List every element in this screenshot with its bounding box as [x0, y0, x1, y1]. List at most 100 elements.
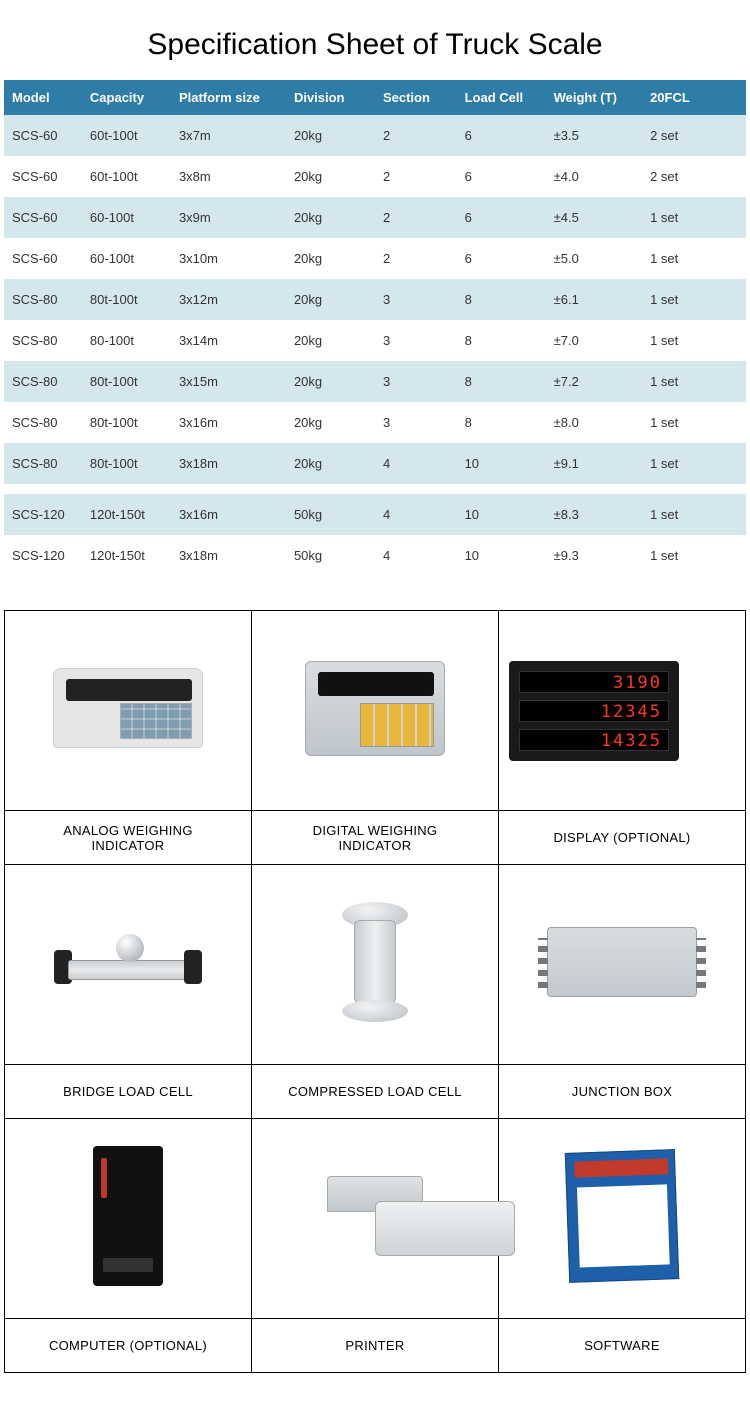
col-header: 20FCL — [642, 80, 746, 115]
table-cell: 60t-100t — [82, 115, 171, 156]
table-cell: 1 set — [642, 494, 746, 535]
component-image-cell — [252, 865, 499, 1065]
computer-icon — [93, 1146, 163, 1286]
component-image-cell — [5, 865, 252, 1065]
table-row: SCS-6060-100t3x10m20kg26±5.01 set — [4, 238, 746, 279]
component-image-cell — [252, 611, 499, 811]
table-cell: SCS-80 — [4, 361, 82, 402]
table-cell: 3x10m — [171, 238, 286, 279]
table-row: SCS-8080t-100t3x15m20kg38±7.21 set — [4, 361, 746, 402]
table-cell: 3x16m — [171, 494, 286, 535]
component-image-cell — [5, 1119, 252, 1319]
table-cell: ±9.3 — [546, 535, 642, 576]
component-label: BRIDGE LOAD CELL — [5, 1065, 252, 1119]
table-cell: 50kg — [286, 535, 375, 576]
table-cell: 3x15m — [171, 361, 286, 402]
table-cell: 3x9m — [171, 197, 286, 238]
table-cell: ±3.5 — [546, 115, 642, 156]
table-row: SCS-8080-100t3x14m20kg38±7.01 set — [4, 320, 746, 361]
table-cell: 3 — [375, 402, 457, 443]
component-label: DISPLAY (OPTIONAL) — [499, 811, 746, 865]
table-cell: SCS-120 — [4, 494, 82, 535]
table-cell: 80t-100t — [82, 361, 171, 402]
table-row: SCS-120120t-150t3x18m50kg410±9.31 set — [4, 535, 746, 576]
junction-box-icon — [547, 927, 697, 997]
table-cell: 20kg — [286, 238, 375, 279]
table-cell: 20kg — [286, 361, 375, 402]
table-cell: 2 — [375, 197, 457, 238]
table-cell: ±9.1 — [546, 443, 642, 484]
display-panel-icon: 31901234514325 — [509, 661, 679, 761]
component-label: ANALOG WEIGHINGINDICATOR — [5, 811, 252, 865]
table-cell: 6 — [457, 197, 546, 238]
table-cell: 3x18m — [171, 443, 286, 484]
table-cell: 1 set — [642, 535, 746, 576]
table-cell: 8 — [457, 361, 546, 402]
printer-icon — [305, 1176, 445, 1256]
table-cell: ±7.0 — [546, 320, 642, 361]
software-box-icon — [565, 1149, 679, 1283]
compressed-load-cell-icon — [340, 902, 410, 1022]
table-cell: 20kg — [286, 320, 375, 361]
display-value: 12345 — [519, 700, 669, 722]
component-label: SOFTWARE — [499, 1319, 746, 1373]
table-cell: 20kg — [286, 443, 375, 484]
table-cell: 8 — [457, 402, 546, 443]
spec-table: ModelCapacityPlatform sizeDivisionSectio… — [4, 80, 746, 576]
table-cell: 2 — [375, 238, 457, 279]
table-cell: 80t-100t — [82, 402, 171, 443]
table-row: SCS-6060t-100t3x8m20kg26±4.02 set — [4, 156, 746, 197]
table-cell: SCS-60 — [4, 115, 82, 156]
table-cell: 120t-150t — [82, 494, 171, 535]
digital-indicator-icon — [305, 661, 445, 756]
table-cell: ±5.0 — [546, 238, 642, 279]
bridge-load-cell-icon — [48, 932, 208, 992]
table-cell: SCS-120 — [4, 535, 82, 576]
table-cell: SCS-80 — [4, 320, 82, 361]
table-cell: 2 set — [642, 115, 746, 156]
table-row: SCS-8080t-100t3x12m20kg38±6.11 set — [4, 279, 746, 320]
table-cell: 3 — [375, 361, 457, 402]
table-cell: 1 set — [642, 402, 746, 443]
table-cell: 6 — [457, 115, 546, 156]
col-header: Weight (T) — [546, 80, 642, 115]
table-cell: 3x12m — [171, 279, 286, 320]
table-cell: 3x8m — [171, 156, 286, 197]
table-cell: 1 set — [642, 443, 746, 484]
table-cell: 3x18m — [171, 535, 286, 576]
components-grid: 31901234514325ANALOG WEIGHINGINDICATORDI… — [4, 610, 746, 1373]
display-value: 14325 — [519, 729, 669, 751]
table-cell: 3x7m — [171, 115, 286, 156]
col-header: Platform size — [171, 80, 286, 115]
table-cell: 4 — [375, 443, 457, 484]
table-cell: 3x16m — [171, 402, 286, 443]
col-header: Capacity — [82, 80, 171, 115]
table-cell: 3x14m — [171, 320, 286, 361]
component-label: JUNCTION BOX — [499, 1065, 746, 1119]
table-cell: SCS-60 — [4, 238, 82, 279]
table-header-row: ModelCapacityPlatform sizeDivisionSectio… — [4, 80, 746, 115]
table-cell: 60t-100t — [82, 156, 171, 197]
table-cell: 1 set — [642, 279, 746, 320]
table-cell: 60-100t — [82, 238, 171, 279]
table-cell: 80-100t — [82, 320, 171, 361]
page-title: Specification Sheet of Truck Scale — [0, 0, 750, 80]
table-cell: SCS-80 — [4, 402, 82, 443]
table-cell: 1 set — [642, 320, 746, 361]
table-cell: 20kg — [286, 279, 375, 320]
table-cell: 10 — [457, 535, 546, 576]
col-header: Division — [286, 80, 375, 115]
table-cell: 6 — [457, 238, 546, 279]
col-header: Load Cell — [457, 80, 546, 115]
table-cell: 120t-150t — [82, 535, 171, 576]
table-cell: 2 set — [642, 156, 746, 197]
table-cell: ±4.0 — [546, 156, 642, 197]
component-image-cell — [499, 865, 746, 1065]
table-cell: ±4.5 — [546, 197, 642, 238]
table-cell: ±6.1 — [546, 279, 642, 320]
col-header: Section — [375, 80, 457, 115]
component-image-cell — [499, 1119, 746, 1319]
table-cell: 1 set — [642, 197, 746, 238]
col-header: Model — [4, 80, 82, 115]
table-cell: 6 — [457, 156, 546, 197]
